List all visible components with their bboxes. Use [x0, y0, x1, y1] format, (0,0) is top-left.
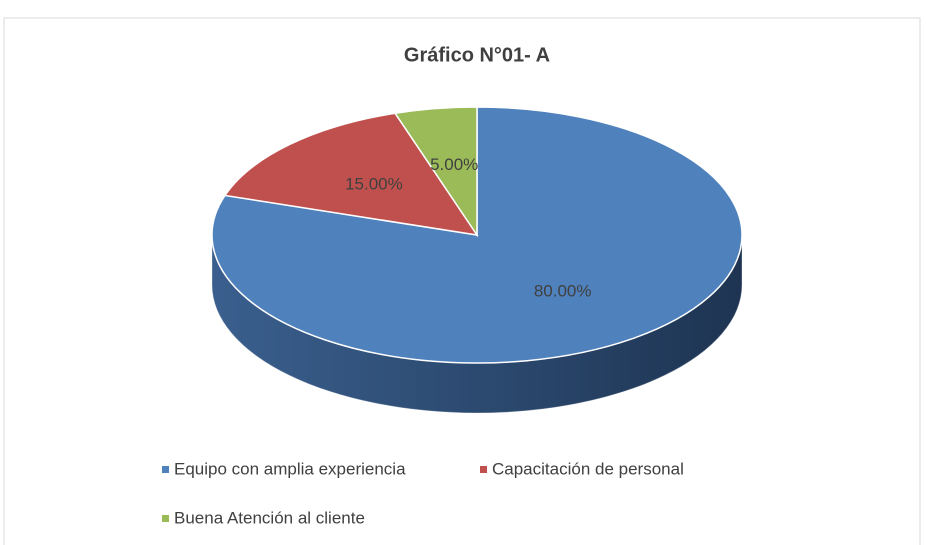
slice [393, 106, 478, 238]
legend-label: Equipo con amplia experiencia [174, 459, 406, 478]
chart-title: Gráfico N°01- A [404, 44, 550, 66]
slice [223, 112, 479, 237]
data-label: 5.00% [430, 155, 478, 174]
data-label: 15.00% [345, 175, 403, 194]
legend-swatch [162, 466, 169, 473]
legend-swatch [162, 515, 169, 522]
legend-label: Buena Atención al cliente [174, 508, 365, 527]
legend-swatch [480, 466, 487, 473]
data-label: 80.00% [534, 281, 592, 300]
legend-label: Capacitación de personal [492, 459, 684, 478]
